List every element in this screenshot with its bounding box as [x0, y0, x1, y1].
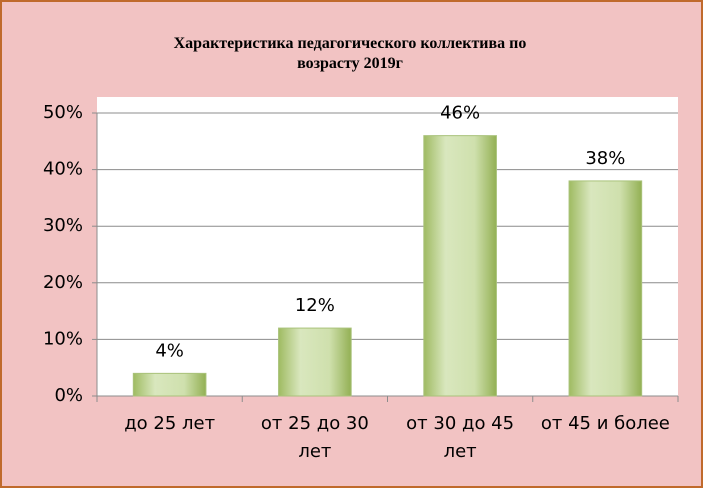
data-label: 46% — [440, 103, 480, 124]
y-tick-label: 50% — [43, 102, 83, 123]
y-tick-label: 20% — [43, 272, 83, 293]
chart-title: Характеристика педагогического коллектив… — [173, 35, 527, 72]
x-tick-label: от 25 до 30 лет — [260, 413, 369, 462]
x-tick-label: от 45 и более — [540, 413, 670, 434]
data-label: 12% — [295, 295, 335, 316]
x-tick-label: до 25 лет — [124, 413, 216, 434]
data-label: 38% — [585, 148, 625, 169]
data-label: 4% — [155, 340, 184, 361]
y-tick-label: 40% — [43, 159, 83, 180]
bar — [132, 372, 207, 397]
x-tick-label: от 30 до 45 лет — [406, 413, 515, 462]
bar — [278, 327, 352, 397]
y-tick-label: 0% — [54, 385, 83, 406]
y-tick-label: 30% — [43, 215, 83, 236]
bar — [568, 180, 643, 397]
bar — [423, 135, 497, 397]
y-tick-label: 10% — [43, 328, 83, 349]
